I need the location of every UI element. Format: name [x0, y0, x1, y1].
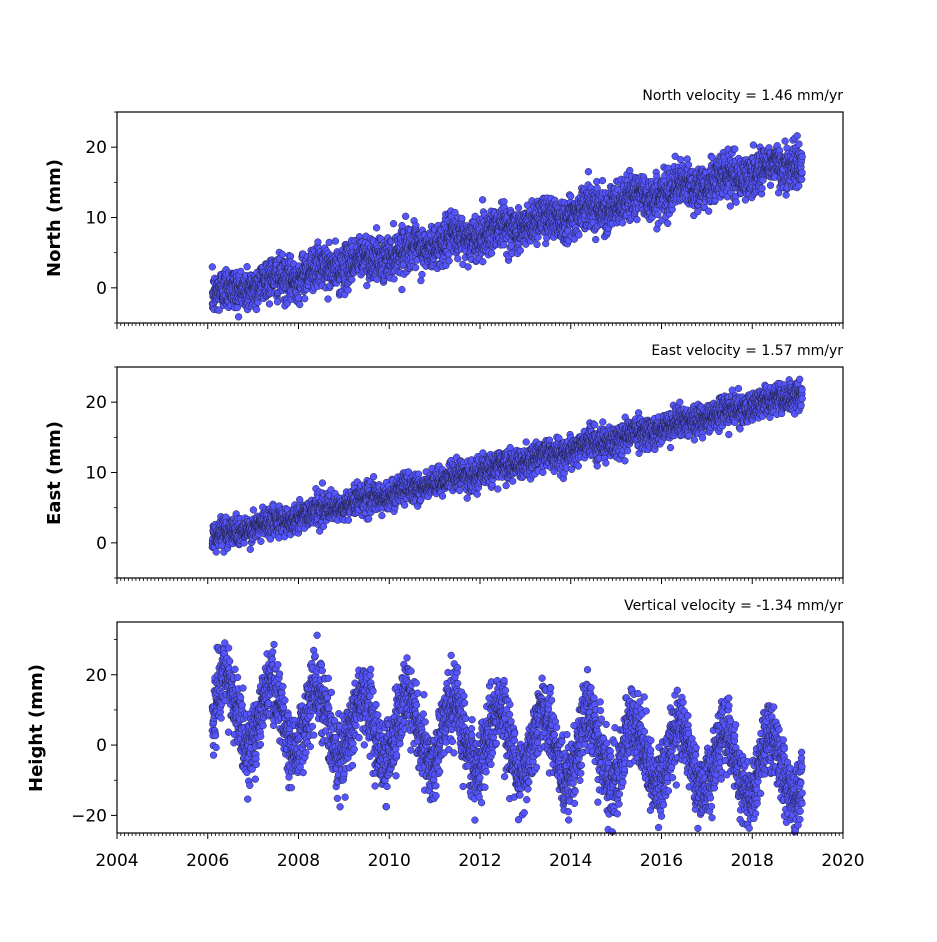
- north-data-point: [458, 215, 465, 222]
- north-data-point: [332, 238, 339, 245]
- north-data-point: [348, 276, 355, 283]
- north-data-point: [760, 177, 767, 184]
- north-data-point: [244, 263, 251, 270]
- north-data-point: [390, 220, 397, 227]
- north-data-point: [274, 298, 281, 305]
- north-data-point: [799, 153, 806, 160]
- north-data-point: [296, 301, 303, 308]
- north-data-point: [782, 138, 789, 145]
- north-data-point: [795, 182, 802, 189]
- north-data-point: [750, 142, 757, 149]
- north-data-point: [301, 295, 308, 302]
- north-data-point: [592, 236, 599, 243]
- north-data-point: [363, 282, 370, 289]
- north-data-point: [517, 247, 524, 254]
- north-data-point: [266, 301, 273, 308]
- north-data-point: [345, 287, 352, 294]
- north-data-point: [373, 224, 380, 231]
- north-panel: North velocity = 1.46 mm/yr 0 10 20 Nort…: [44, 88, 843, 329]
- north-data-points: [209, 132, 806, 320]
- north-data-point: [454, 255, 461, 262]
- north-y-ticks: [111, 112, 117, 323]
- north-data-point: [209, 264, 216, 271]
- north-data-point: [535, 234, 542, 241]
- north-data-point: [295, 295, 302, 302]
- north-data-point: [654, 211, 661, 218]
- north-data-point: [412, 264, 419, 271]
- north-data-point: [279, 251, 286, 258]
- east-data-point: [250, 507, 257, 514]
- north-data-point: [619, 220, 626, 227]
- east-data-point: [213, 549, 220, 556]
- north-data-point: [326, 239, 333, 246]
- north-data-point: [694, 208, 701, 215]
- north-y-tick-label: 0: [96, 279, 107, 299]
- north-data-point: [479, 196, 486, 203]
- north-data-point: [479, 258, 486, 265]
- north-data-point: [446, 257, 453, 264]
- north-data-point: [419, 271, 426, 278]
- north-data-point: [727, 203, 734, 210]
- north-data-point: [599, 177, 606, 184]
- north-data-point: [594, 185, 601, 192]
- north-data-point: [767, 182, 774, 189]
- north-data-point: [515, 204, 522, 211]
- north-data-point: [418, 277, 425, 284]
- north-data-point: [626, 167, 633, 174]
- north-data-point: [315, 239, 322, 246]
- north-y-tick-label: 20: [85, 138, 107, 158]
- east-data-point: [247, 546, 254, 553]
- east-panel: East velocity = 1.57 mm/yr 0 10 20 East …: [44, 343, 843, 584]
- north-data-point: [235, 313, 242, 320]
- north-data-point: [534, 241, 541, 248]
- east-data-point: [319, 480, 326, 487]
- north-data-point: [783, 192, 790, 199]
- north-y-tick-label: 10: [85, 209, 107, 229]
- north-data-point: [402, 213, 409, 220]
- north-data-point: [685, 161, 692, 168]
- north-x-ticks: [117, 323, 843, 329]
- north-data-point: [500, 241, 507, 248]
- north-data-point: [576, 232, 583, 239]
- north-data-point: [253, 306, 260, 313]
- north-data-point: [399, 222, 406, 229]
- east-data-point: [320, 523, 327, 530]
- east-data-point: [258, 538, 265, 545]
- north-y-axis-label: North (mm): [44, 159, 65, 277]
- north-data-point: [794, 132, 801, 139]
- north-data-point: [733, 199, 740, 206]
- north-data-point: [465, 264, 472, 271]
- north-data-point: [488, 250, 495, 257]
- north-data-point: [399, 286, 406, 293]
- east-velocity-annotation: East velocity = 1.57 mm/yr: [651, 343, 843, 359]
- north-data-point: [799, 169, 806, 176]
- north-data-point: [664, 220, 671, 227]
- north-data-point: [731, 146, 738, 153]
- north-data-point: [705, 208, 712, 215]
- north-data-point: [634, 216, 641, 223]
- north-data-point: [585, 168, 592, 175]
- north-data-point: [567, 193, 574, 200]
- north-data-point: [759, 185, 766, 192]
- north-data-point: [391, 276, 398, 283]
- east-data-points: [209, 376, 806, 556]
- north-data-point: [325, 296, 332, 303]
- north-velocity-annotation: North velocity = 1.46 mm/yr: [642, 88, 843, 104]
- north-data-point: [742, 197, 749, 204]
- north-data-point: [796, 141, 803, 148]
